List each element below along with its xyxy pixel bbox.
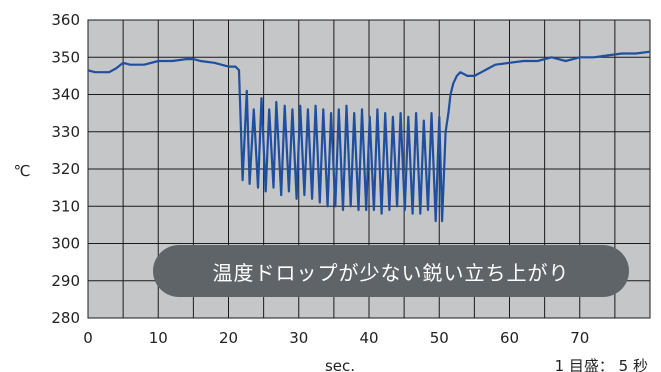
y-tick-label: 310 bbox=[51, 197, 80, 215]
y-tick-label: 360 bbox=[51, 11, 80, 29]
scale-note: 1 目盛： 5 秒 bbox=[555, 357, 648, 372]
y-tick-label: 280 bbox=[51, 309, 80, 327]
annotation-callout: 温度ドロップが少ない鋭い立ち上がり bbox=[153, 245, 629, 297]
y-axis-label: ℃ bbox=[14, 162, 31, 180]
y-tick-label: 340 bbox=[51, 86, 80, 104]
x-axis-tick-labels: 0 10 20 30 40 50 60 70 bbox=[83, 329, 589, 347]
y-tick-label: 320 bbox=[51, 160, 80, 178]
x-tick-label: 30 bbox=[289, 329, 308, 347]
series-line-temperature bbox=[87, 50, 651, 223]
annotation-text: 温度ドロップが少ない鋭い立ち上がり bbox=[212, 260, 570, 285]
x-tick-label: 60 bbox=[500, 329, 519, 347]
x-tick-label: 0 bbox=[83, 329, 93, 347]
y-axis-tick-labels: 280 290 300 310 320 330 340 350 360 bbox=[51, 11, 80, 327]
x-tick-label: 70 bbox=[570, 329, 589, 347]
y-tick-label: 300 bbox=[51, 235, 80, 253]
x-tick-label: 50 bbox=[430, 329, 449, 347]
x-axis-label: sec. bbox=[325, 357, 355, 372]
x-tick-label: 20 bbox=[219, 329, 238, 347]
x-tick-label: 40 bbox=[359, 329, 378, 347]
y-tick-label: 350 bbox=[51, 48, 80, 66]
y-tick-label: 290 bbox=[51, 272, 80, 290]
x-tick-label: 10 bbox=[149, 329, 168, 347]
y-tick-label: 330 bbox=[51, 123, 80, 141]
plot-border bbox=[87, 19, 651, 319]
